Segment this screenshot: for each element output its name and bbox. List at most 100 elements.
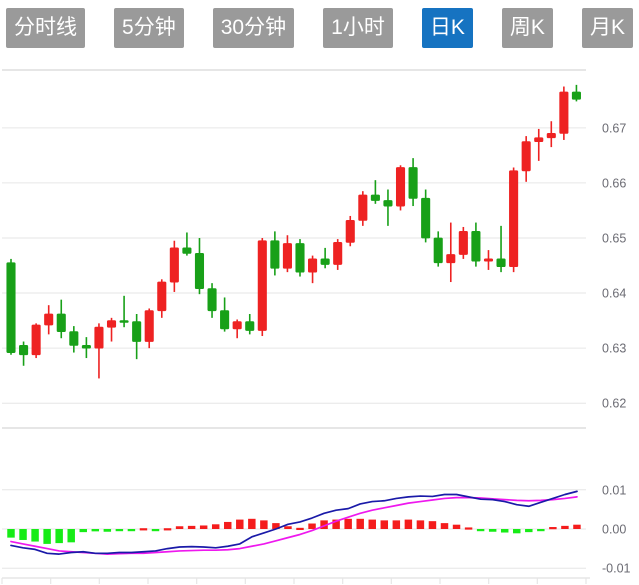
price-tick-label: 0.62 [602,397,626,411]
candlestick [194,237,205,295]
macd-bar [428,521,437,529]
candlestick [345,215,355,247]
macd-bar [549,527,557,530]
candlestick [358,191,368,226]
macd-bar [561,525,569,529]
candlestick [295,239,305,277]
tab-5min[interactable]: 5分钟 [114,7,184,48]
tab-weekk[interactable]: 周K [501,7,553,48]
candlestick [571,84,581,102]
macd-bar [356,518,364,529]
candlestick [421,189,431,243]
candlestick [270,231,280,276]
macd-bar [151,529,160,532]
macd-bar [163,528,172,531]
macd-bar [284,526,292,529]
macd-histogram [7,518,581,544]
tab-timeline[interactable]: 分时线 [6,7,85,48]
macd-bar [573,524,581,529]
candlestick [483,250,494,270]
macd-bar [464,527,473,530]
macd-bar [488,529,497,532]
candlestick [446,222,456,283]
macd-bar [272,523,280,529]
macd-bar [344,518,352,529]
macd-bar [187,525,196,529]
candlestick [383,189,393,226]
candlestick [308,255,318,284]
period-tab-bar: 分时线 5分钟 30分钟 1小时 日K 周K 月K [0,0,639,55]
candlestick [56,299,66,339]
macd-bar [43,529,51,544]
macd-bar [7,529,15,538]
tab-monthk[interactable]: 月K [581,7,633,48]
macd-bar [404,519,413,529]
macd-bar [260,520,268,529]
macd-bar [452,524,461,529]
candlestick [144,308,154,349]
macd-bar [380,520,389,529]
candlestick [471,222,481,267]
chart-area[interactable]: 0.67 0.66 0.65 0.64 0.63 0.62 0.01 0.00 -0.01 [0,55,639,585]
price-tick-label: 0.64 [602,287,626,301]
tab-dayk[interactable]: 日K [421,7,473,48]
candlestick [546,121,556,148]
macd-bar [175,526,184,529]
macd-axis-labels: 0.01 0.00 -0.01 [602,483,631,575]
macd-bar [308,523,316,529]
macd-lines [10,490,578,555]
candlestick [232,319,242,339]
price-tick-label: 0.67 [602,121,626,135]
candlestick [521,136,531,182]
tab-1hour[interactable]: 1小时 [323,7,393,48]
macd-tick-label: 0.00 [602,523,626,537]
candlestick [132,313,142,360]
macd-bar [248,518,256,529]
candlestick [182,232,192,256]
kline-svg: 0.67 0.66 0.65 0.64 0.63 0.62 0.01 0.00 -0.01 [1,69,631,584]
candlestick [19,341,29,366]
macd-bar [79,529,87,533]
dea-line [10,496,578,555]
macd-bar [500,529,509,533]
macd-bar [31,529,39,542]
macd-bar [67,529,75,543]
tab-30min[interactable]: 30分钟 [212,7,295,48]
candlestick [169,240,179,292]
macd-bar [296,527,304,531]
x-axis-ticks [1,577,590,584]
candlestick [207,283,217,318]
macd-bar [199,525,208,529]
macd-bar [416,520,425,529]
macd-bar [332,519,340,529]
macd-bar [211,524,220,529]
candlestick [333,239,343,270]
macd-bar [139,528,148,531]
price-gridlines [2,69,586,429]
macd-tick-label: 0.01 [602,483,626,497]
macd-bar [513,529,521,534]
macd-bar [55,529,63,544]
candlestick [370,180,380,204]
candlestick [69,326,79,353]
price-tick-label: 0.66 [602,176,626,190]
price-tick-label: 0.63 [602,342,626,356]
candlestick [119,295,129,328]
macd-bar [236,519,244,529]
candlestick [559,86,569,140]
macd-gridlines [2,489,586,569]
macd-tick-label: -0.01 [602,562,631,576]
macd-bar [224,521,232,529]
candlestick [395,165,406,211]
price-axis-labels: 0.67 0.66 0.65 0.64 0.63 0.62 [602,121,626,410]
candlestick [408,158,418,207]
candlestick [106,317,117,342]
macd-bar [115,529,124,532]
macd-bar [320,520,328,529]
candlestick [534,128,544,161]
candlestick-series [6,84,581,379]
candlestick [496,225,506,273]
macd-bar [19,529,27,540]
macd-bar [91,529,100,532]
